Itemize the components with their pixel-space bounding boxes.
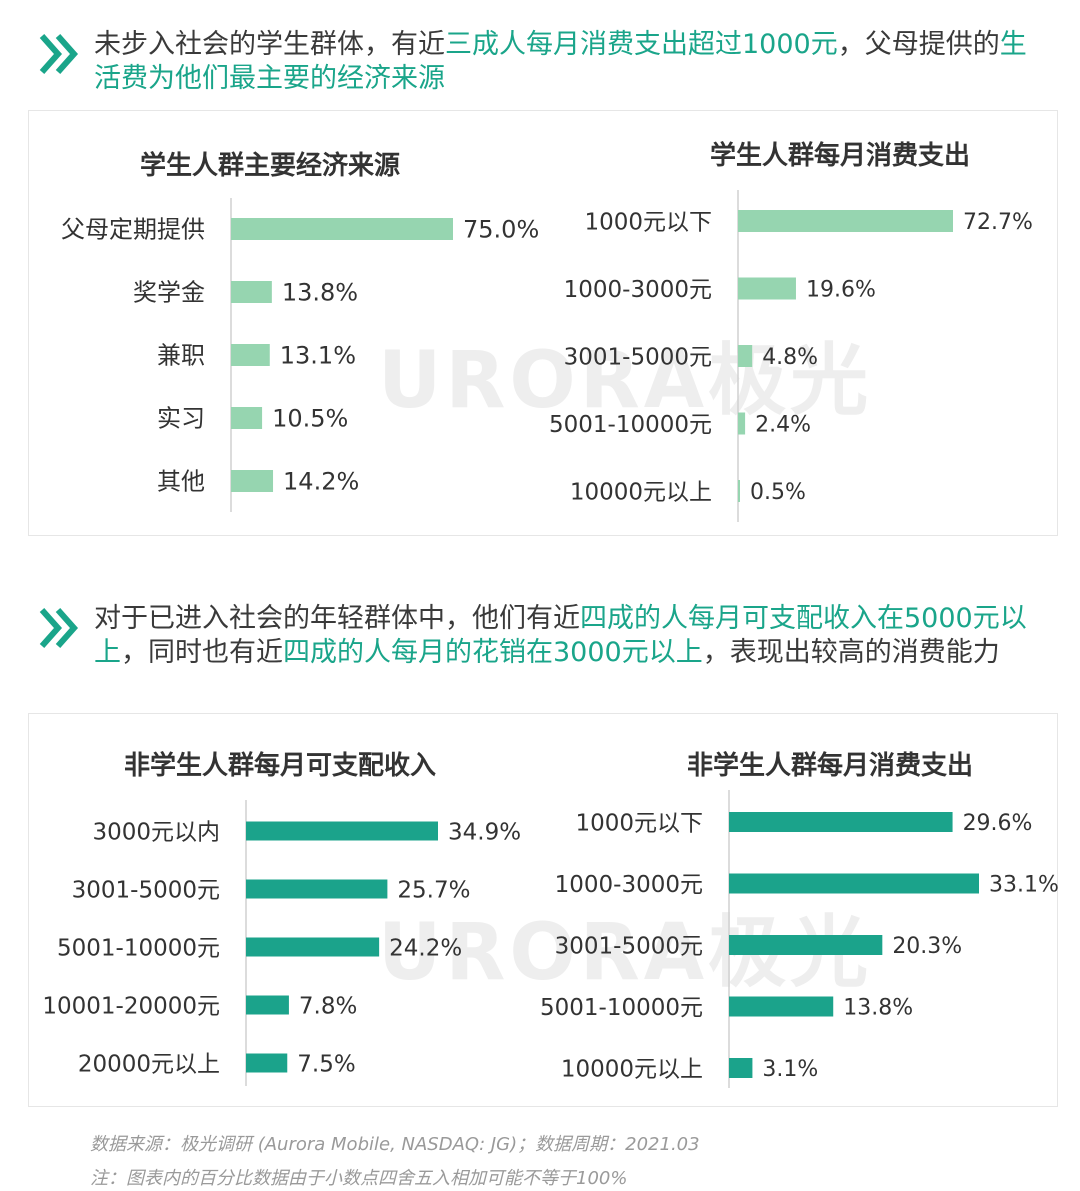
- chart-bar: [246, 1053, 288, 1073]
- chart-category-label: 5001-10000元: [540, 995, 703, 1021]
- chart-value-label: 34.9%: [448, 819, 521, 845]
- section2-text: 对于已进入社会的年轻群体中，他们有近四成的人每月可支配收入在5000元以上，同时…: [94, 603, 1027, 668]
- chart-bar: [738, 480, 740, 502]
- chart-value-label: 7.5%: [297, 1051, 355, 1077]
- chart-value-label: 13.8%: [843, 995, 913, 1020]
- chart-bar: [246, 821, 438, 841]
- chart-bar: [246, 879, 388, 899]
- chart-category-label: 1000-3000元: [564, 277, 712, 303]
- non-student-charts-card: [28, 713, 1058, 1107]
- chart-category-label: 10000元以上: [570, 479, 712, 505]
- chart-bar: [738, 412, 746, 435]
- chart-value-label: 33.1%: [989, 872, 1059, 897]
- chart-category-label: 奖学金: [133, 279, 205, 307]
- chart-value-label: 20.3%: [892, 934, 962, 959]
- chart-category-label: 3001-5000元: [72, 877, 220, 903]
- section2-heading: 对于已进入社会的年轻群体中，他们有近四成的人每月可支配收入在5000元以上，同时…: [38, 602, 1048, 708]
- chart-title-student-spending: 学生人群每月消费支出: [709, 141, 970, 171]
- chart-category-label: 1000元以下: [584, 209, 712, 235]
- chart-value-label: 24.2%: [389, 935, 462, 961]
- chart-bar: [231, 470, 274, 492]
- chart-bar: [246, 937, 380, 957]
- chart-category-label: 父母定期提供: [61, 216, 205, 244]
- chart-bar: [231, 407, 263, 429]
- data-source-note: 数据来源：极光调研 (Aurora Mobile, NASDAQ: JG)；数据…: [90, 1134, 700, 1155]
- chart-bar: [738, 345, 753, 367]
- chart-value-label: 29.6%: [963, 811, 1033, 836]
- double-chevron-icon: [39, 34, 79, 74]
- chart-bar: [231, 344, 270, 366]
- chart-value-label: 25.7%: [397, 877, 470, 903]
- student-charts-card: [28, 110, 1058, 536]
- chart-value-label: 0.5%: [750, 480, 806, 505]
- chart-bar: [729, 935, 883, 955]
- section1-heading: 未步入社会的学生群体，有近三成人每月消费支出超过1000元，父母提供的生活费为他…: [38, 28, 1048, 100]
- chart-category-label: 兼职: [157, 342, 205, 370]
- chart-bar: [729, 873, 979, 894]
- chart-value-label: 72.7%: [963, 210, 1033, 235]
- chart-bar: [729, 996, 834, 1017]
- chart-category-label: 实习: [157, 405, 205, 433]
- chart-value-label: 7.8%: [299, 993, 357, 1019]
- chart-value-label: 13.1%: [280, 342, 356, 370]
- chart-value-label: 10.5%: [272, 405, 348, 433]
- chart-bar: [246, 995, 289, 1015]
- chart-title-student-income: 学生人群主要经济来源: [139, 151, 400, 181]
- chart-category-label: 1000元以下: [575, 810, 703, 836]
- chart-title-nonstudent-spending: 非学生人群每月消费支出: [686, 751, 973, 781]
- chart-bar: [231, 281, 272, 303]
- chart-value-label: 4.8%: [762, 345, 818, 370]
- chart-bar: [729, 1058, 753, 1078]
- section1-text: 未步入社会的学生群体，有近三成人每月消费支出超过1000元，父母提供的生活费为他…: [94, 29, 1027, 94]
- chart-category-label: 3001-5000元: [564, 344, 712, 370]
- chart-category-label: 3000元以内: [92, 819, 220, 845]
- chart-value-label: 75.0%: [463, 216, 539, 244]
- chart-title-nonstudent-income: 非学生人群每月可支配收入: [123, 751, 436, 781]
- chart-value-label: 19.6%: [806, 277, 876, 302]
- rounding-note: 注：图表内的百分比数据由于小数点四舍五入相加可能不等于100%: [90, 1168, 628, 1189]
- chart-category-label: 5001-10000元: [57, 935, 220, 961]
- chart-bar: [738, 210, 953, 232]
- chart-category-label: 1000-3000元: [555, 872, 703, 898]
- chart-category-label: 20000元以上: [78, 1051, 220, 1077]
- chart-category-label: 10001-20000元: [42, 993, 220, 1019]
- chart-value-label: 13.8%: [282, 279, 358, 307]
- chart-category-label: 其他: [157, 468, 205, 496]
- chart-category-label: 5001-10000元: [549, 412, 712, 438]
- chart-category-label: 3001-5000元: [555, 933, 703, 959]
- chart-value-label: 14.2%: [283, 468, 359, 496]
- watermark-logo: URORA极光: [378, 336, 873, 426]
- chart-bar: [729, 812, 953, 832]
- chart-value-label: 2.4%: [755, 412, 811, 437]
- chart-bar: [738, 277, 796, 300]
- double-chevron-icon: [39, 608, 79, 648]
- chart-bar: [231, 218, 453, 240]
- chart-category-label: 10000元以上: [561, 1056, 703, 1082]
- chart-value-label: 3.1%: [762, 1057, 818, 1082]
